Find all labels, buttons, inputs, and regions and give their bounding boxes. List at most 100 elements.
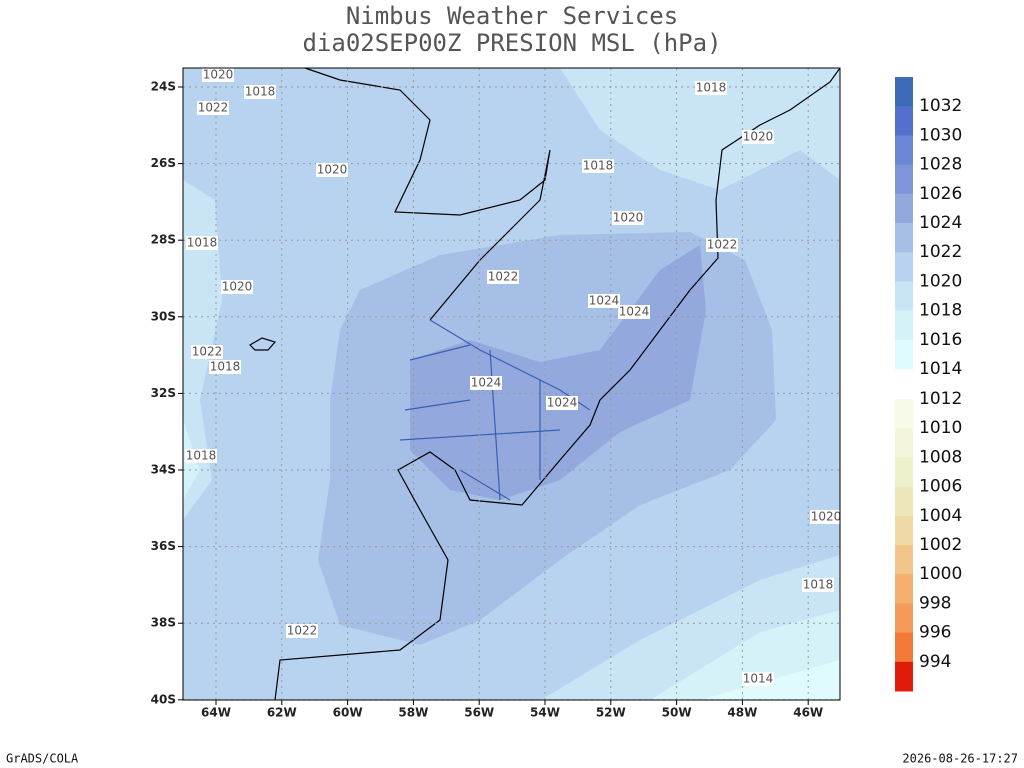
colorbar-label: 1026 xyxy=(919,184,962,204)
colorbar-box xyxy=(895,339,913,370)
contour-label: 1022 xyxy=(192,345,223,359)
lon-tick-label: 58W xyxy=(398,706,428,720)
contour-label-bg xyxy=(202,68,234,82)
contour-label: 1018 xyxy=(187,236,218,250)
contour-label: 1024 xyxy=(471,376,502,390)
contour-label-bg xyxy=(582,159,614,173)
colorbar-label: 996 xyxy=(919,623,951,643)
contour-label: 1022 xyxy=(707,238,738,252)
contour-label: 1018 xyxy=(583,159,614,173)
contour-label-bg xyxy=(244,85,276,99)
colorbar-box xyxy=(895,164,913,195)
field-1018 xyxy=(540,68,840,190)
footer-left: GrADS/COLA xyxy=(6,752,79,766)
contour-label: 1022 xyxy=(287,624,318,638)
colorbar-label: 1010 xyxy=(919,418,962,438)
contour-label: 1018 xyxy=(696,81,727,95)
lon-tick-label: 48W xyxy=(727,706,757,720)
contour-label: 1018 xyxy=(186,449,217,463)
contour-label: 1022 xyxy=(488,270,519,284)
title: Nimbus Weather Services xyxy=(346,2,678,30)
contour-label: 1018 xyxy=(245,85,276,99)
colorbar-label: 1022 xyxy=(919,242,962,262)
contour-label-bg xyxy=(286,624,318,638)
lon-tick-label: 64W xyxy=(201,706,231,720)
contour-label-bg xyxy=(695,81,727,95)
contour-label-bg xyxy=(470,376,502,390)
colorbar-box xyxy=(895,515,913,546)
coast xyxy=(274,67,841,701)
contour-label: 1020 xyxy=(613,211,644,225)
contour-label-bg xyxy=(487,270,519,284)
lat-tick-label: 36S xyxy=(151,539,176,553)
border xyxy=(304,67,551,321)
colorbar-label: 1002 xyxy=(919,535,962,555)
plot-frame xyxy=(182,67,841,701)
colorbar-label: 1006 xyxy=(919,477,962,497)
lon-tick-label: 46W xyxy=(793,706,823,720)
colorbar-box xyxy=(895,428,913,458)
contour-label-bg xyxy=(186,236,218,250)
colorbar-label: 1030 xyxy=(919,125,962,145)
lon-tick-label: 50W xyxy=(662,706,692,720)
contour-label-bg xyxy=(612,211,644,225)
contour-label-bg xyxy=(191,345,223,359)
contour-label-bg xyxy=(802,578,834,592)
lat-tick-label: 32S xyxy=(151,386,176,400)
contour-label-bg xyxy=(810,510,842,524)
lat-tick-label: 38S xyxy=(151,616,176,630)
lat-tick-label: 30S xyxy=(151,309,176,323)
contour-label: 1024 xyxy=(589,294,620,308)
contour-label: 1020 xyxy=(222,280,253,294)
contour-label-bg xyxy=(618,305,650,319)
lat-tick-label: 34S xyxy=(151,463,176,477)
colorbar-label: 1000 xyxy=(919,564,962,584)
colorbar-label: 1024 xyxy=(919,213,962,233)
lat-tick-label: 40S xyxy=(151,692,176,706)
colorbar-box xyxy=(895,135,913,166)
colorbar-box xyxy=(895,399,913,429)
colorbar-label: 1032 xyxy=(919,96,962,116)
colorbar-label: 1020 xyxy=(919,271,962,291)
contour-label-bg xyxy=(742,130,774,144)
contour-label-bg xyxy=(706,238,738,252)
colorbar-label: 1014 xyxy=(919,359,962,379)
colorbar-box xyxy=(895,603,913,634)
colorbar: 1032 1030 1028 1026 1024 1022 1020 1018 1016 1014… xyxy=(895,77,962,692)
colorbar-box xyxy=(895,106,913,136)
contour-label: 1022 xyxy=(198,101,229,115)
contour-label: 1020 xyxy=(811,510,842,524)
colorbar-box xyxy=(895,252,913,282)
province-lines xyxy=(399,319,591,501)
colorbar-box xyxy=(895,310,913,341)
contour-label-bg xyxy=(546,396,578,410)
colorbar-label: 1016 xyxy=(919,330,962,350)
footer-right: 2026-08-26-17:27 xyxy=(902,752,1018,766)
contour-label: 1020 xyxy=(203,68,234,82)
contour-label-bg xyxy=(742,672,774,686)
colorbar-box xyxy=(895,457,913,488)
colorbar-label: 1012 xyxy=(919,389,962,409)
contour-label: 1018 xyxy=(803,578,834,592)
contour-label-bg xyxy=(221,280,253,294)
colorbar-label: 998 xyxy=(919,593,951,613)
colorbar-label: 1004 xyxy=(919,506,962,526)
contour-label: 1018 xyxy=(210,360,241,374)
lake xyxy=(249,337,277,351)
lon-tick-label: 56W xyxy=(464,706,494,720)
colorbar-box xyxy=(895,486,913,517)
colorbar-label: 1008 xyxy=(919,447,962,467)
lat-tick-label: 24S xyxy=(151,80,176,94)
contour-label-bg xyxy=(185,449,217,463)
contour-label-bg xyxy=(316,163,348,177)
field xyxy=(183,68,840,700)
contour-label: 1020 xyxy=(743,130,774,144)
contour-label: 1014 xyxy=(743,672,774,686)
contour-label-bg xyxy=(588,294,620,308)
lon-tick-label: 52W xyxy=(596,706,626,720)
colorbar-box xyxy=(895,281,913,312)
colorbar-box xyxy=(895,632,913,663)
contour-label: 1020 xyxy=(317,163,348,177)
